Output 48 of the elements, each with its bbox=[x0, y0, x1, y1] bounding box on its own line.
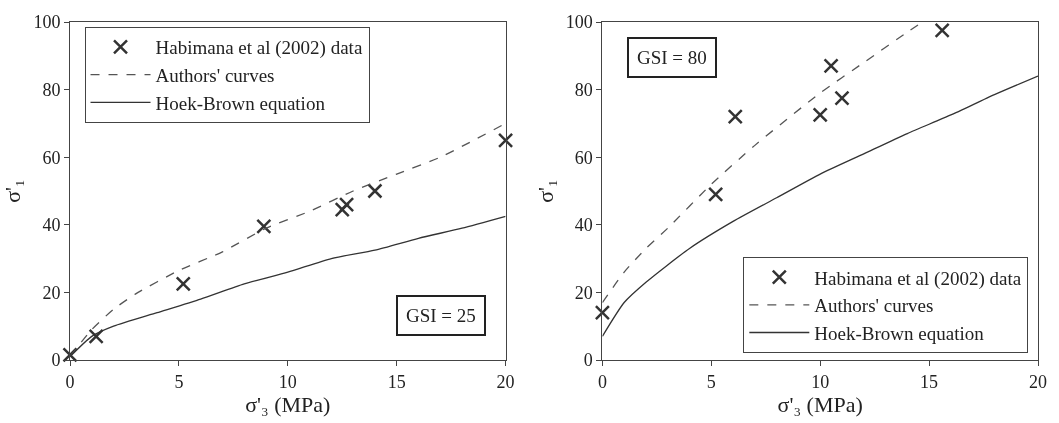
legend-label: Authors' curves bbox=[814, 295, 934, 317]
x-tick-label: 20 bbox=[496, 371, 515, 392]
y-tick-label: 80 bbox=[42, 79, 61, 100]
annotation: GSI = 80 bbox=[637, 47, 707, 68]
point bbox=[367, 183, 383, 199]
point bbox=[727, 108, 744, 125]
y-tick-label: 20 bbox=[574, 282, 593, 303]
x-tick-label: 5 bbox=[706, 371, 716, 392]
point bbox=[175, 276, 192, 292]
x-axis-title: σ'₃ (MPa) bbox=[777, 391, 863, 417]
y-axis-title: σ'₁ bbox=[532, 179, 558, 203]
legend-label: Hoek-Brown equation bbox=[155, 92, 326, 114]
point bbox=[497, 132, 514, 149]
y-tick-label: 20 bbox=[42, 282, 61, 303]
y-tick-label: 100 bbox=[33, 12, 61, 33]
point bbox=[934, 22, 950, 39]
y-tick-label: 40 bbox=[574, 215, 593, 236]
x-tick-label: 0 bbox=[597, 371, 607, 392]
x-axis-title: σ'₃ (MPa) bbox=[245, 391, 331, 417]
x-tick-label: 10 bbox=[811, 371, 830, 392]
x-tick-label: 20 bbox=[1029, 371, 1047, 392]
x-tick-label: 0 bbox=[65, 371, 75, 392]
y-tick-label: 0 bbox=[583, 350, 593, 371]
legend-label: Authors' curves bbox=[155, 65, 275, 87]
x-tick-label: 15 bbox=[387, 371, 406, 392]
x-tick-label: 15 bbox=[920, 371, 939, 392]
point bbox=[834, 90, 850, 106]
y-tick-label: 60 bbox=[42, 147, 61, 168]
point bbox=[334, 201, 350, 218]
y-tick-label: 0 bbox=[51, 350, 61, 371]
point bbox=[707, 186, 724, 203]
y-tick-label: 100 bbox=[565, 12, 593, 33]
x-tick-label: 5 bbox=[174, 371, 184, 392]
point bbox=[812, 107, 828, 123]
y-tick-label: 40 bbox=[42, 215, 61, 236]
point bbox=[256, 218, 272, 235]
legend-label: Hoek-Brown equation bbox=[814, 322, 985, 344]
y-tick-label: 80 bbox=[574, 79, 593, 100]
annotation: GSI = 25 bbox=[406, 305, 476, 326]
legend-label: Habimana et al (2002) data bbox=[155, 37, 363, 60]
point bbox=[823, 58, 839, 74]
y-axis-title: σ'₁ bbox=[0, 179, 26, 203]
y-tick-label: 60 bbox=[574, 147, 593, 168]
point bbox=[594, 304, 611, 321]
x-tick-label: 10 bbox=[278, 371, 297, 392]
point bbox=[338, 196, 355, 213]
legend-label: Habimana et al (2002) data bbox=[814, 267, 1022, 290]
point bbox=[88, 328, 104, 345]
